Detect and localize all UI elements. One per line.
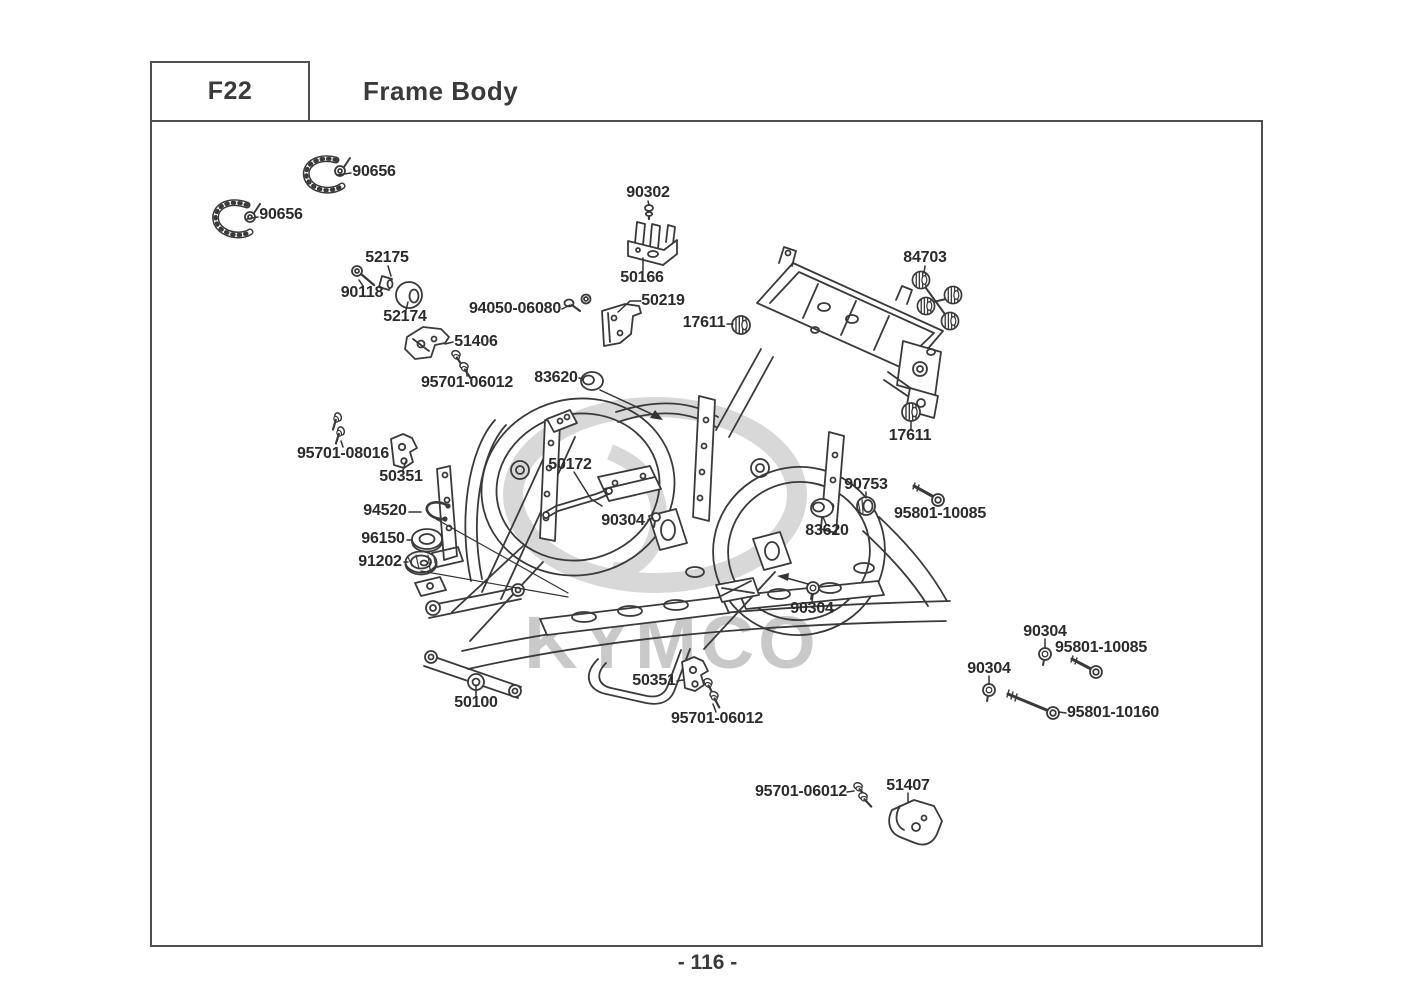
part-cable-tie-1 (302, 155, 351, 194)
section-code: F22 (207, 77, 253, 105)
leader-lines (246, 172, 1067, 803)
part-screws-95701-08016 (327, 410, 349, 445)
part-bolt-95801-10085-a (912, 482, 945, 507)
part-ring-90753 (856, 496, 876, 516)
part-screw-94050-06080 (563, 293, 592, 313)
part-bracket-50219 (601, 303, 642, 347)
page-number: - 116 - (677, 951, 738, 974)
part-nut-90304-c (982, 683, 996, 702)
part-bolt-95801-10160 (1006, 689, 1060, 720)
part-seal-91202 (404, 550, 438, 576)
frame-body-drawing (414, 246, 951, 705)
part-bar-50172 (542, 487, 613, 519)
part-grommet-17611-a (731, 315, 751, 335)
diagram-border (150, 120, 1263, 947)
part-screws-95701-06012-c (851, 781, 875, 808)
part-bolt-90304-mid (651, 512, 661, 528)
part-snapring-94520 (425, 501, 451, 522)
part-bracket-50351-b (681, 656, 709, 692)
part-bracket-51406 (404, 326, 450, 360)
part-cap-83620-b (810, 498, 834, 518)
part-cable-tie-2 (212, 199, 261, 239)
part-roller-52174 (395, 281, 423, 309)
part-bracket-50166 (627, 221, 678, 266)
part-nut-90304-b (1038, 647, 1052, 666)
loose-parts (212, 155, 1103, 846)
part-screw-90302 (644, 204, 654, 221)
page-title: Frame Body (363, 76, 519, 106)
part-bushing-52175 (378, 275, 394, 291)
part-cap-83620-a (580, 371, 604, 391)
part-screws-95701-06012-a (447, 348, 476, 379)
part-bolt-90118 (351, 265, 376, 287)
section-code-box: F22 (150, 61, 310, 122)
part-grommet-set-84703 (911, 270, 963, 331)
part-bolt-95801-10085-b (1070, 655, 1103, 679)
part-grommet-17611-b (901, 402, 921, 422)
part-bracket-50351-a (390, 433, 418, 469)
part-bearing-96150 (411, 528, 443, 553)
part-bracket-51407 (888, 799, 943, 846)
